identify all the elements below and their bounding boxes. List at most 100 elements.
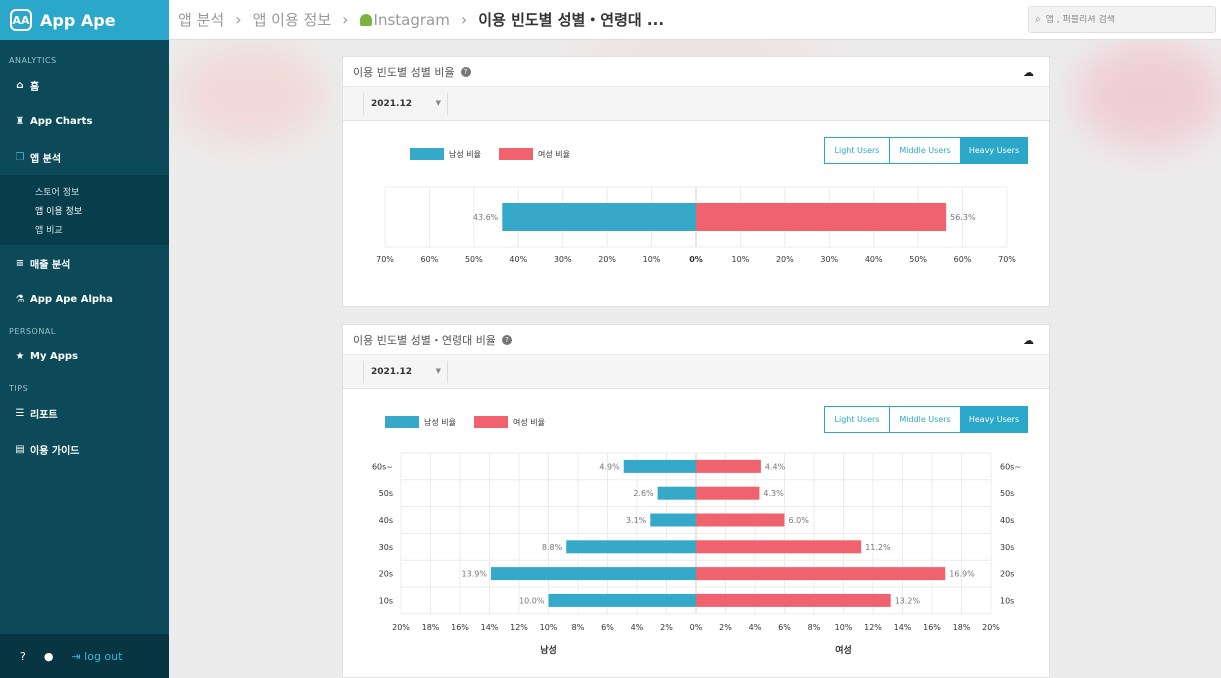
sidebar: AA App Ape ANALYTICS ⌂ 홈 ♜ App Charts ❐ … [0, 0, 169, 678]
question-icon[interactable]: ? [501, 334, 512, 345]
sidebar-item-app-analysis[interactable]: ❐ 앱 분석 [0, 139, 169, 175]
bar-male [623, 459, 696, 473]
user-icon[interactable]: ● [43, 649, 54, 663]
search-icon: ⌕ [1035, 14, 1041, 25]
bar-female [696, 513, 785, 527]
tick-label: 16% [451, 623, 469, 632]
breadcrumb-usage-info[interactable]: 앱 이용 정보 [252, 11, 332, 29]
gender-ratio-chart: 70% 60% 50% 40% 30% 20% 10% 0% 10% 20% 30% 40% 50% 60… [376, 186, 1016, 264]
data-label-male: 2.6% [633, 489, 654, 498]
star-icon: ★ [15, 350, 25, 362]
sidebar-item-my-apps[interactable]: ★ My Apps [0, 338, 169, 374]
flask-icon: ⚗ [15, 293, 25, 305]
app-ape-logo-icon: AA [10, 9, 32, 31]
middle-users-button[interactable]: Middle Users [889, 406, 961, 433]
legend-female: 여성 비율 [498, 148, 570, 160]
card-header: 이용 빈도별 성별・연령대 비율 ? ☁ [343, 325, 1049, 355]
period-select[interactable]: 2021.12 ▼ [363, 360, 448, 383]
breadcrumb-current: 이용 빈도별 성별・연령대 ... [478, 11, 665, 29]
data-label-male: 3.1% [626, 516, 647, 525]
data-label-female: 11.2% [865, 543, 891, 552]
sidebar-item-label: 매출 분석 [30, 259, 71, 271]
category-label-right: 30s [1000, 543, 1014, 552]
search-input[interactable] [1045, 14, 1206, 25]
brand[interactable]: AA App Ape [0, 0, 169, 40]
bar-female [696, 593, 891, 607]
background-blob [175, 45, 325, 145]
top-bar: 앱 분석 › 앱 이용 정보 › Instagram › 이용 빈도별 성별・연… [169, 0, 1221, 40]
data-label-female: 56.3% [950, 213, 976, 222]
tick-label: 20% [776, 255, 794, 264]
sidebar-subitem-app-compare[interactable]: 앱 비교 [35, 226, 63, 236]
tick-label: 4% [749, 623, 762, 632]
sidebar-item-home[interactable]: ⌂ 홈 [0, 67, 169, 103]
heavy-users-button[interactable]: Heavy Users [960, 406, 1028, 433]
sidebar-item-guide[interactable]: ▤ 이용 가이드 [0, 431, 169, 467]
data-label-male: 13.9% [462, 570, 488, 579]
copy-icon: ❐ [15, 151, 25, 163]
logout-link[interactable]: ⇥ log out [71, 650, 122, 663]
light-users-button[interactable]: Light Users [824, 406, 890, 433]
bar-female [696, 203, 947, 231]
category-label-left: 50s [379, 489, 393, 498]
help-icon[interactable]: ? [20, 649, 26, 663]
category-label-right: 40s [1000, 516, 1014, 525]
period-select[interactable]: 2021.12 ▼ [363, 92, 448, 115]
legend-swatch-female [498, 148, 533, 160]
background-blob [560, 40, 840, 60]
legend-swatch-male [385, 416, 419, 428]
breadcrumb-app-analysis[interactable]: 앱 분석 [178, 11, 225, 29]
gender-age-ratio-card: 이용 빈도별 성별・연령대 비율 ? ☁ 2021.12 ▼ 남성 비율 여성 … [342, 324, 1050, 678]
section-label-personal: PERSONAL [9, 327, 56, 336]
section-label-tips: TIPS [9, 384, 29, 393]
bar-male [502, 203, 696, 231]
middle-users-button[interactable]: Middle Users [889, 137, 961, 164]
tick-label: 4% [631, 623, 644, 632]
tick-label: 6% [778, 623, 791, 632]
tick-label: 18% [422, 623, 440, 632]
search-box: ⌕ [1028, 6, 1216, 33]
tick-label: 14% [894, 623, 912, 632]
data-label-female: 4.3% [763, 489, 784, 498]
heavy-users-button[interactable]: Heavy Users [960, 137, 1028, 164]
chevron-right-icon: › [342, 10, 349, 29]
sidebar-item-report[interactable]: ☰ 리포트 [0, 395, 169, 431]
sidebar-item-alpha[interactable]: ⚗ App Ape Alpha [0, 281, 169, 317]
bar-male [490, 567, 696, 581]
cloud-download-icon[interactable]: ☁ [1023, 334, 1034, 347]
bar-female [696, 567, 946, 581]
background-blob [1075, 40, 1221, 150]
question-icon[interactable]: ? [460, 66, 471, 77]
data-label-female: 4.4% [765, 462, 786, 471]
caret-down-icon: ▼ [435, 98, 441, 107]
breadcrumb-app-name[interactable]: Instagram [373, 10, 450, 29]
tick-label: 6% [601, 623, 614, 632]
tick-label: 70% [998, 255, 1016, 264]
tick-label: 18% [953, 623, 971, 632]
section-label-analytics: ANALYTICS [9, 56, 57, 65]
tick-label: 10% [732, 255, 750, 264]
sidebar-item-revenue[interactable]: ≡ 매출 분석 [0, 245, 169, 281]
gender-age-ratio-chart: 20% 18% 16% 14% 12% 10% 8% 6% 4% 2% 0% 2% 4% 6% 8% 10% 1… [372, 452, 1021, 656]
sidebar-submenu: 스토어 정보 앱 이용 정보 앱 비교 [0, 175, 169, 245]
card-title: 이용 빈도별 성별・연령대 비율 [353, 333, 496, 347]
tick-label: 2% [719, 623, 732, 632]
tick-label: 20% [982, 623, 1000, 632]
bar-female [696, 459, 761, 473]
sidebar-item-app-charts[interactable]: ♜ App Charts [0, 103, 169, 139]
sidebar-subitem-store-info[interactable]: 스토어 정보 [35, 188, 80, 198]
user-type-toggle: Light Users Middle Users Heavy Users [824, 137, 1028, 164]
card-filter-bar: 2021.12 ▼ [343, 355, 1049, 389]
android-icon [359, 13, 372, 26]
bar-male [657, 486, 696, 500]
sidebar-subitem-usage-info[interactable]: 앱 이용 정보 [35, 207, 83, 217]
legend-swatch-female [473, 416, 508, 428]
card-header: 이용 빈도별 성별 비율 ? ☁ [343, 57, 1049, 87]
bar-male [566, 540, 696, 554]
light-users-button[interactable]: Light Users [824, 137, 890, 164]
list-icon: ☰ [15, 407, 25, 419]
cloud-download-icon[interactable]: ☁ [1023, 66, 1034, 79]
tick-label: 10% [540, 623, 558, 632]
legend-male: 남성 비율 [410, 148, 481, 160]
tick-label: 50% [465, 255, 483, 264]
